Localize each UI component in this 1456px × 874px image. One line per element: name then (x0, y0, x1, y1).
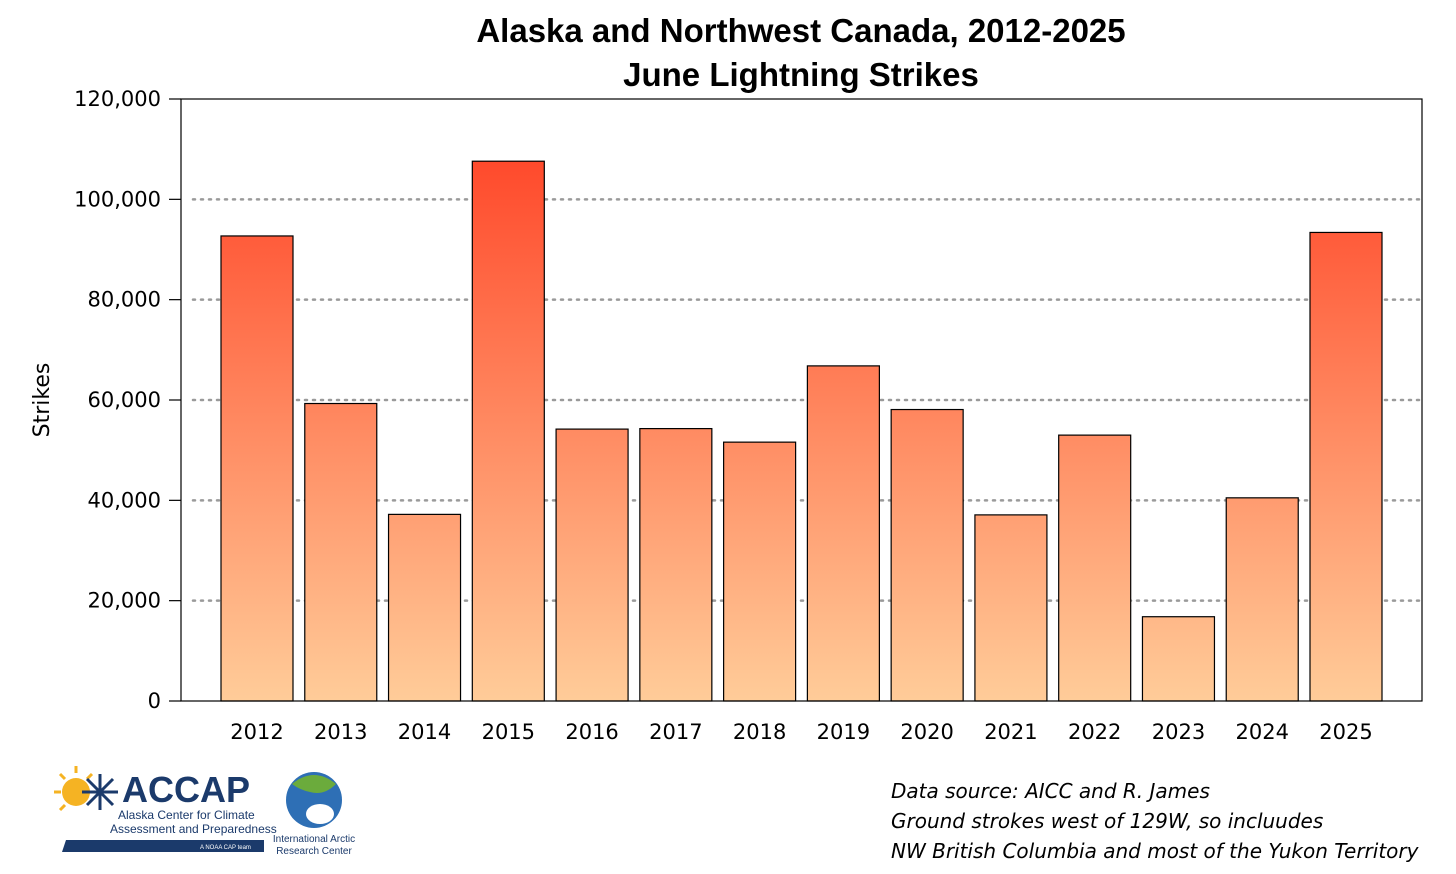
x-tick-label-2013: 2013 (314, 720, 367, 744)
bar-2024 (1225, 497, 1299, 702)
chart-title: Alaska and Northwest Canada, 2012-2025 (476, 12, 1125, 49)
bar-2021 (974, 514, 1048, 702)
bar-2017 (639, 427, 713, 702)
accap-line2: Assessment and Preparedness (110, 822, 277, 836)
x-tick-label-2018: 2018 (733, 720, 786, 744)
x-tick-label-2015: 2015 (482, 720, 535, 744)
data-source-note: Data source: AICC and R. James Ground st… (891, 776, 1418, 866)
y-tick-label: 100,000 (74, 187, 161, 211)
globe-icon (286, 772, 342, 828)
x-tick-label-2019: 2019 (817, 720, 870, 744)
x-tick-label-2023: 2023 (1152, 720, 1205, 744)
bar-2022 (1058, 434, 1132, 702)
bar-2014 (387, 513, 462, 702)
x-tick-label-2016: 2016 (565, 720, 618, 744)
y-tick-label: 120,000 (74, 87, 161, 111)
x-tick-label-2021: 2021 (984, 720, 1037, 744)
bar-2020 (890, 408, 964, 702)
y-tick-label: 20,000 (88, 589, 161, 613)
bar-2015 (471, 160, 545, 702)
iarc-line2: Research Center (276, 846, 352, 857)
bar-2025 (1309, 231, 1383, 702)
bar-2012 (220, 235, 294, 702)
chart-subtitle: June Lightning Strikes (623, 56, 979, 93)
x-tick-label-2012: 2012 (230, 720, 283, 744)
y-tick-label: 80,000 (88, 288, 161, 312)
y-tick-label: 0 (148, 689, 161, 713)
y-tick-label: 40,000 (88, 488, 161, 512)
x-tick-label-2022: 2022 (1068, 720, 1121, 744)
x-tick-label-2014: 2014 (398, 720, 451, 744)
bar-2013 (304, 402, 378, 702)
accap-tag: A NOAA CAP team (200, 845, 251, 851)
accap-name: ACCAP (122, 769, 250, 810)
iarc-line1: International Arctic (273, 834, 355, 845)
source-line-1: Data source: AICC and R. James (891, 779, 1210, 803)
x-tick-label-2020: 2020 (900, 720, 953, 744)
bar-2016 (555, 428, 629, 702)
x-tick-label-2017: 2017 (649, 720, 702, 744)
sun-snowflake-icon (54, 766, 118, 812)
bar-2018 (723, 441, 797, 702)
source-line-3: NW British Columbia and most of the Yuko… (891, 839, 1419, 863)
accap-line1: Alaska Center for Climate (118, 808, 255, 822)
bar-2023 (1141, 616, 1216, 702)
y-axis-label: Strikes (30, 363, 55, 438)
logos: ACCAP Alaska Center for Climate Assessme… (52, 762, 382, 862)
accap-banner (62, 840, 264, 852)
bar-2019 (806, 365, 880, 702)
x-tick-label-2024: 2024 (1236, 720, 1289, 744)
source-line-2: Ground strokes west of 129W, so incluude… (891, 809, 1324, 833)
x-tick-label-2025: 2025 (1319, 720, 1372, 744)
y-tick-label: 60,000 (88, 388, 161, 412)
